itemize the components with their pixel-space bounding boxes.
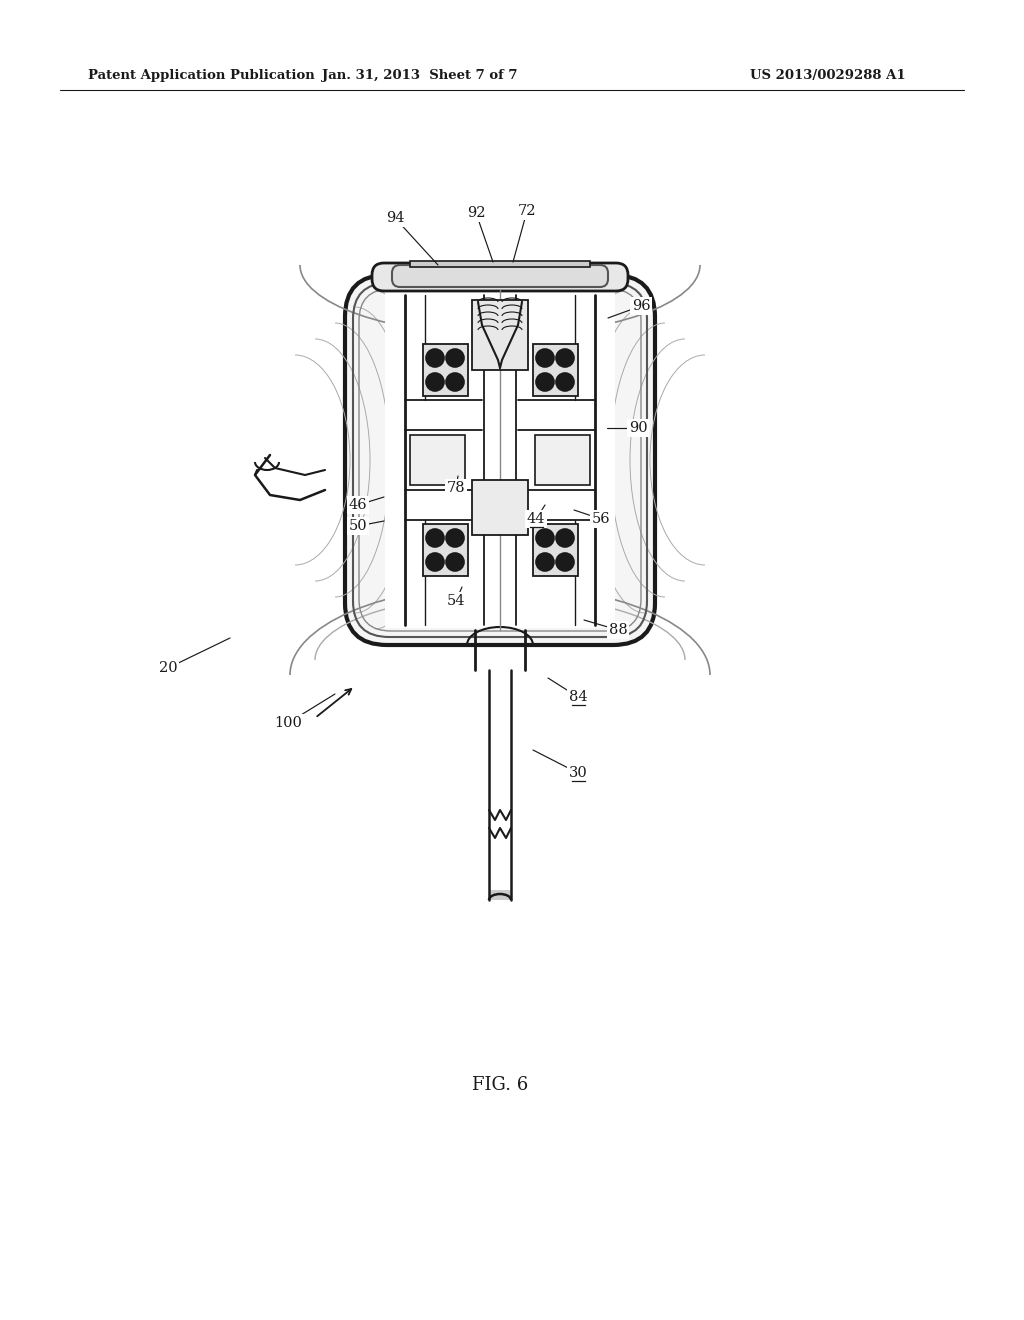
Ellipse shape bbox=[451, 533, 460, 543]
Text: Jan. 31, 2013  Sheet 7 of 7: Jan. 31, 2013 Sheet 7 of 7 bbox=[323, 70, 518, 82]
Ellipse shape bbox=[536, 374, 554, 391]
Bar bbox=[385, 292, 615, 628]
Ellipse shape bbox=[560, 378, 569, 387]
Ellipse shape bbox=[541, 557, 550, 566]
Text: 30: 30 bbox=[568, 766, 588, 780]
Text: 56: 56 bbox=[592, 512, 610, 525]
Text: Patent Application Publication: Patent Application Publication bbox=[88, 70, 314, 82]
Text: 44: 44 bbox=[526, 512, 545, 525]
Ellipse shape bbox=[541, 354, 550, 363]
FancyBboxPatch shape bbox=[345, 275, 655, 645]
Bar bbox=[534, 345, 578, 396]
Ellipse shape bbox=[426, 348, 444, 367]
Ellipse shape bbox=[430, 533, 439, 543]
Text: 50: 50 bbox=[349, 519, 368, 533]
Ellipse shape bbox=[430, 378, 439, 387]
Text: FIG. 6: FIG. 6 bbox=[472, 1076, 528, 1094]
Text: 54: 54 bbox=[446, 594, 465, 609]
Ellipse shape bbox=[541, 378, 550, 387]
Ellipse shape bbox=[451, 354, 460, 363]
Text: 92: 92 bbox=[467, 206, 485, 220]
Text: 96: 96 bbox=[632, 300, 650, 313]
Ellipse shape bbox=[430, 354, 439, 363]
Ellipse shape bbox=[451, 378, 460, 387]
Ellipse shape bbox=[446, 348, 464, 367]
Ellipse shape bbox=[556, 348, 574, 367]
Text: US 2013/0029288 A1: US 2013/0029288 A1 bbox=[750, 70, 905, 82]
Ellipse shape bbox=[560, 533, 569, 543]
Text: 46: 46 bbox=[349, 498, 368, 512]
Bar bbox=[489, 890, 511, 900]
Ellipse shape bbox=[556, 374, 574, 391]
Ellipse shape bbox=[446, 553, 464, 572]
Ellipse shape bbox=[536, 348, 554, 367]
Ellipse shape bbox=[446, 374, 464, 391]
FancyBboxPatch shape bbox=[372, 263, 628, 290]
Ellipse shape bbox=[556, 529, 574, 546]
Ellipse shape bbox=[426, 374, 444, 391]
Bar bbox=[423, 345, 468, 396]
Bar bbox=[423, 524, 468, 576]
Ellipse shape bbox=[446, 529, 464, 546]
Ellipse shape bbox=[426, 529, 444, 546]
Text: 78: 78 bbox=[446, 480, 465, 495]
Ellipse shape bbox=[560, 557, 569, 566]
Ellipse shape bbox=[536, 553, 554, 572]
Bar bbox=[410, 261, 590, 267]
Ellipse shape bbox=[556, 553, 574, 572]
Text: 20: 20 bbox=[159, 661, 177, 675]
Ellipse shape bbox=[560, 354, 569, 363]
Ellipse shape bbox=[536, 529, 554, 546]
Ellipse shape bbox=[541, 533, 550, 543]
Ellipse shape bbox=[451, 557, 460, 566]
Bar bbox=[410, 436, 465, 484]
Bar bbox=[534, 524, 578, 576]
Text: 84: 84 bbox=[568, 690, 588, 704]
Ellipse shape bbox=[426, 553, 444, 572]
Text: 94: 94 bbox=[386, 211, 404, 224]
Text: 72: 72 bbox=[518, 205, 537, 218]
Bar bbox=[472, 480, 528, 535]
Text: 88: 88 bbox=[608, 623, 628, 638]
Bar bbox=[535, 436, 590, 484]
Ellipse shape bbox=[430, 557, 439, 566]
FancyBboxPatch shape bbox=[392, 265, 608, 286]
Text: 100: 100 bbox=[274, 715, 302, 730]
Text: 90: 90 bbox=[629, 421, 647, 436]
Bar bbox=[472, 300, 528, 370]
